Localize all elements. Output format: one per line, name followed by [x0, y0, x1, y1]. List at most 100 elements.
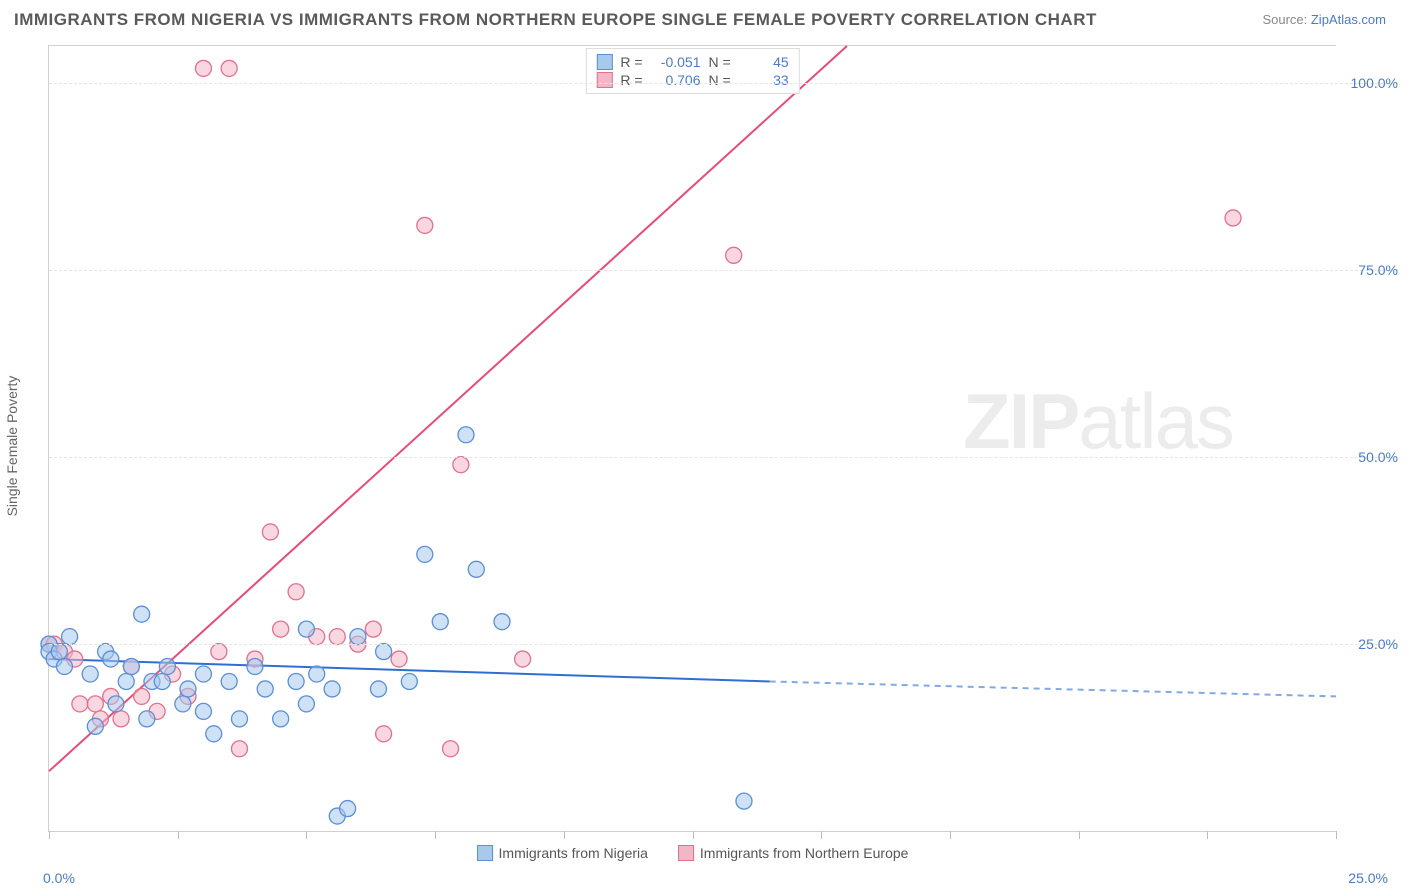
data-point	[468, 561, 484, 577]
data-point	[103, 651, 119, 667]
data-point	[221, 673, 237, 689]
legend-nigeria-r: -0.051	[651, 54, 701, 70]
data-point	[175, 696, 191, 712]
legend-neurope-n: 33	[739, 72, 789, 88]
legend-nigeria-n: 45	[739, 54, 789, 70]
data-point	[340, 801, 356, 817]
x-tick-label: 25.0%	[1348, 870, 1388, 886]
data-point	[453, 457, 469, 473]
swatch-neurope-icon	[596, 72, 612, 88]
correlation-legend: R = -0.051 N = 45 R = 0.706 N = 33	[585, 48, 799, 94]
data-point	[159, 659, 175, 675]
data-point	[1225, 210, 1241, 226]
data-point	[726, 247, 742, 263]
data-point	[288, 584, 304, 600]
y-tick-label: 75.0%	[1358, 262, 1398, 278]
x-tick	[178, 831, 179, 839]
data-point	[123, 659, 139, 675]
y-axis-label: Single Female Poverty	[4, 376, 20, 517]
data-point	[324, 681, 340, 697]
data-point	[82, 666, 98, 682]
data-point	[391, 651, 407, 667]
data-point	[154, 673, 170, 689]
gridline	[49, 457, 1398, 458]
data-point	[350, 629, 366, 645]
data-point	[288, 673, 304, 689]
x-tick-label: 0.0%	[43, 870, 75, 886]
legend-neurope-r: 0.706	[651, 72, 701, 88]
x-tick	[821, 831, 822, 839]
x-tick	[1079, 831, 1080, 839]
data-point	[376, 644, 392, 660]
data-point	[458, 427, 474, 443]
data-point	[180, 681, 196, 697]
swatch-nigeria-icon	[477, 845, 493, 861]
data-point	[515, 651, 531, 667]
data-point	[401, 673, 417, 689]
legend-r-label: R =	[620, 72, 642, 88]
data-point	[56, 659, 72, 675]
legend-row-nigeria: R = -0.051 N = 45	[596, 53, 788, 71]
gridline	[49, 83, 1398, 84]
data-point	[432, 614, 448, 630]
data-point	[134, 688, 150, 704]
data-point	[273, 711, 289, 727]
source-link[interactable]: ZipAtlas.com	[1311, 12, 1386, 27]
gridline	[49, 270, 1398, 271]
data-point	[257, 681, 273, 697]
x-tick	[950, 831, 951, 839]
source-attribution: Source: ZipAtlas.com	[1262, 12, 1386, 27]
data-point	[195, 60, 211, 76]
data-point	[206, 726, 222, 742]
data-point	[494, 614, 510, 630]
data-point	[139, 711, 155, 727]
data-point	[443, 741, 459, 757]
legend-n-label: N =	[709, 72, 731, 88]
y-tick-label: 25.0%	[1358, 636, 1398, 652]
data-point	[262, 524, 278, 540]
x-tick	[693, 831, 694, 839]
data-point	[134, 606, 150, 622]
data-point	[231, 741, 247, 757]
data-point	[72, 696, 88, 712]
data-point	[365, 621, 381, 637]
legend-nigeria-label: Immigrants from Nigeria	[499, 845, 648, 861]
legend-row-neurope: R = 0.706 N = 33	[596, 71, 788, 89]
gridline	[49, 644, 1398, 645]
x-tick	[435, 831, 436, 839]
legend-r-label: R =	[620, 54, 642, 70]
data-point	[108, 696, 124, 712]
data-point	[417, 217, 433, 233]
chart-title: IMMIGRANTS FROM NIGERIA VS IMMIGRANTS FR…	[14, 10, 1097, 30]
data-point	[87, 696, 103, 712]
legend-n-label: N =	[709, 54, 731, 70]
legend-item-nigeria: Immigrants from Nigeria	[477, 845, 648, 861]
data-point	[370, 681, 386, 697]
data-point	[195, 703, 211, 719]
swatch-nigeria-icon	[596, 54, 612, 70]
scatter-plot-area: ZIPatlas R = -0.051 N = 45 R = 0.706 N =…	[48, 45, 1336, 832]
legend-item-neurope: Immigrants from Northern Europe	[678, 845, 909, 861]
data-point	[298, 696, 314, 712]
data-point	[195, 666, 211, 682]
x-tick	[1336, 831, 1337, 839]
data-point	[118, 673, 134, 689]
legend-neurope-label: Immigrants from Northern Europe	[700, 845, 909, 861]
data-point	[211, 644, 227, 660]
x-tick	[564, 831, 565, 839]
data-point	[247, 659, 263, 675]
data-point	[298, 621, 314, 637]
x-tick	[49, 831, 50, 839]
data-point	[221, 60, 237, 76]
y-tick-label: 100.0%	[1351, 75, 1398, 91]
x-tick	[1207, 831, 1208, 839]
data-point	[736, 793, 752, 809]
data-point	[417, 546, 433, 562]
data-point	[62, 629, 78, 645]
data-point	[51, 644, 67, 660]
data-point	[376, 726, 392, 742]
y-tick-label: 50.0%	[1358, 449, 1398, 465]
swatch-neurope-icon	[678, 845, 694, 861]
data-point	[273, 621, 289, 637]
data-point	[113, 711, 129, 727]
